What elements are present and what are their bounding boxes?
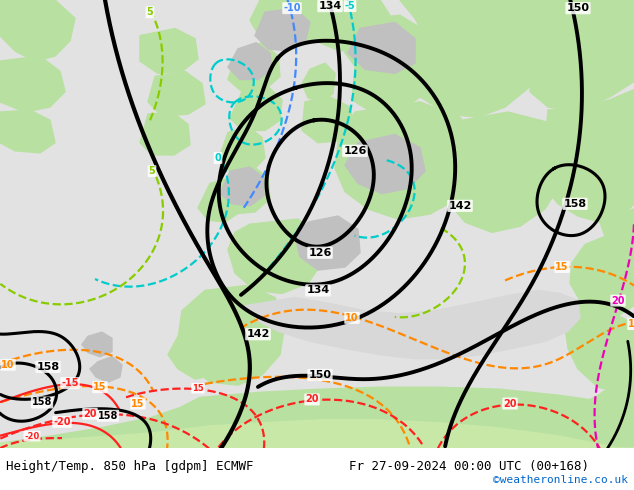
- Text: 10: 10: [346, 313, 359, 323]
- Text: 158: 158: [564, 199, 586, 209]
- Polygon shape: [0, 387, 634, 448]
- Polygon shape: [335, 102, 478, 219]
- Polygon shape: [570, 209, 634, 316]
- Polygon shape: [500, 0, 634, 110]
- Text: -15: -15: [61, 378, 79, 388]
- Polygon shape: [340, 15, 428, 79]
- Text: 126: 126: [344, 146, 366, 156]
- Polygon shape: [0, 0, 75, 61]
- Polygon shape: [348, 23, 415, 74]
- Text: 15: 15: [93, 382, 107, 392]
- Text: 5: 5: [148, 166, 155, 176]
- Text: 134: 134: [318, 1, 342, 11]
- Polygon shape: [302, 63, 335, 102]
- Text: 15: 15: [555, 262, 569, 272]
- Text: -5: -5: [345, 1, 356, 11]
- Text: Height/Temp. 850 hPa [gdpm] ECMWF: Height/Temp. 850 hPa [gdpm] ECMWF: [6, 460, 254, 473]
- Text: -20: -20: [24, 432, 39, 441]
- Polygon shape: [0, 110, 55, 153]
- Polygon shape: [245, 291, 580, 359]
- Polygon shape: [308, 0, 390, 51]
- Text: 158: 158: [36, 362, 60, 372]
- Polygon shape: [218, 126, 265, 173]
- Polygon shape: [228, 219, 322, 294]
- Polygon shape: [82, 332, 112, 357]
- Text: -10: -10: [283, 3, 301, 13]
- Text: 158: 158: [98, 411, 118, 421]
- Polygon shape: [90, 357, 122, 382]
- Text: ©weatheronline.co.uk: ©weatheronline.co.uk: [493, 475, 628, 485]
- Text: 20: 20: [83, 409, 97, 418]
- Polygon shape: [400, 0, 545, 117]
- Text: 20: 20: [611, 295, 624, 306]
- Text: 150: 150: [567, 3, 590, 13]
- Text: 126: 126: [308, 248, 332, 258]
- Polygon shape: [250, 0, 330, 49]
- Text: 142: 142: [448, 201, 472, 211]
- Text: 5: 5: [146, 7, 153, 17]
- Text: 15: 15: [192, 384, 204, 392]
- Polygon shape: [178, 285, 285, 385]
- Text: 134: 134: [306, 285, 330, 295]
- Text: 0: 0: [215, 153, 221, 163]
- Polygon shape: [302, 97, 355, 143]
- Polygon shape: [295, 216, 360, 270]
- Text: Fr 27-09-2024 00:00 UTC (00+168): Fr 27-09-2024 00:00 UTC (00+168): [349, 460, 589, 473]
- Text: 20: 20: [503, 398, 517, 409]
- Polygon shape: [572, 382, 634, 448]
- Polygon shape: [220, 167, 264, 206]
- Text: 150: 150: [309, 370, 332, 380]
- Text: 158: 158: [32, 397, 52, 408]
- Polygon shape: [228, 43, 272, 79]
- Polygon shape: [565, 300, 634, 392]
- Polygon shape: [218, 165, 270, 214]
- Text: 15: 15: [131, 398, 145, 409]
- Polygon shape: [255, 8, 310, 51]
- Polygon shape: [345, 135, 425, 194]
- Polygon shape: [168, 331, 228, 379]
- Polygon shape: [0, 420, 634, 448]
- Polygon shape: [228, 43, 280, 92]
- Text: -20: -20: [53, 417, 71, 427]
- Polygon shape: [230, 87, 282, 130]
- Polygon shape: [140, 28, 198, 74]
- Polygon shape: [0, 56, 65, 112]
- Polygon shape: [542, 90, 634, 222]
- Polygon shape: [198, 178, 240, 222]
- Text: 10: 10: [1, 360, 15, 370]
- Text: 10: 10: [628, 319, 634, 329]
- Polygon shape: [352, 61, 420, 114]
- Polygon shape: [140, 112, 190, 155]
- Text: 142: 142: [247, 329, 269, 339]
- Text: 20: 20: [305, 394, 319, 404]
- Polygon shape: [148, 72, 205, 116]
- Polygon shape: [445, 112, 565, 232]
